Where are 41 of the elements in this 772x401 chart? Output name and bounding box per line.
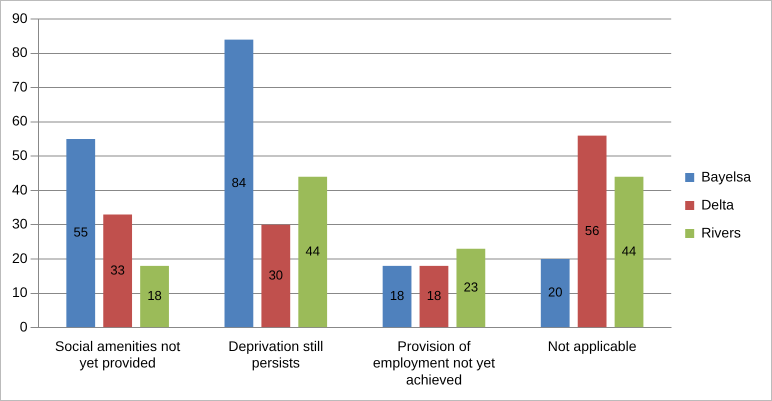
y-tick-label: 60 (12, 112, 28, 129)
data-label: 18 (147, 288, 162, 304)
y-tick-label: 30 (12, 216, 28, 232)
bar (298, 176, 328, 328)
y-tick-label: 20 (12, 250, 28, 266)
bar (614, 176, 644, 328)
bar (382, 266, 412, 328)
y-tick-label: 80 (12, 44, 28, 60)
data-label: 44 (622, 243, 636, 258)
data-label: 18 (390, 288, 404, 304)
legend-label: Rivers (701, 224, 741, 240)
data-label: 23 (464, 279, 478, 294)
data-label: 30 (268, 267, 284, 282)
bar (103, 214, 132, 328)
x-tick-label: Deprivation still persists (228, 338, 324, 371)
data-label: 84 (232, 174, 246, 190)
x-tick-label: Not applicable (548, 338, 637, 354)
data-label: 56 (584, 222, 600, 238)
y-tick-label: 0 (20, 318, 28, 334)
bar (540, 259, 570, 328)
y-tick-label: 10 (12, 284, 28, 300)
legend-label: Bayelsa (701, 168, 752, 184)
bar (420, 266, 448, 328)
y-tick-label: 40 (12, 181, 28, 198)
bar (578, 136, 607, 328)
bar (140, 266, 169, 328)
data-label: 55 (74, 224, 88, 240)
data-label: 18 (426, 288, 442, 304)
y-tick-label: 70 (12, 78, 28, 94)
bar (456, 248, 486, 328)
y-tick-label: 90 (12, 10, 28, 26)
bar (261, 224, 290, 328)
legend-label: Delta (701, 196, 734, 212)
data-label: 44 (305, 243, 320, 258)
bar (66, 139, 96, 328)
data-label: 33 (110, 262, 125, 278)
bar (224, 40, 254, 328)
data-label: 20 (548, 284, 562, 300)
x-tick-label: Provision of employment not yet achieved (372, 338, 496, 388)
y-tick-label: 50 (12, 147, 28, 164)
x-tick-label: Social amenities not yet provided (55, 338, 180, 371)
